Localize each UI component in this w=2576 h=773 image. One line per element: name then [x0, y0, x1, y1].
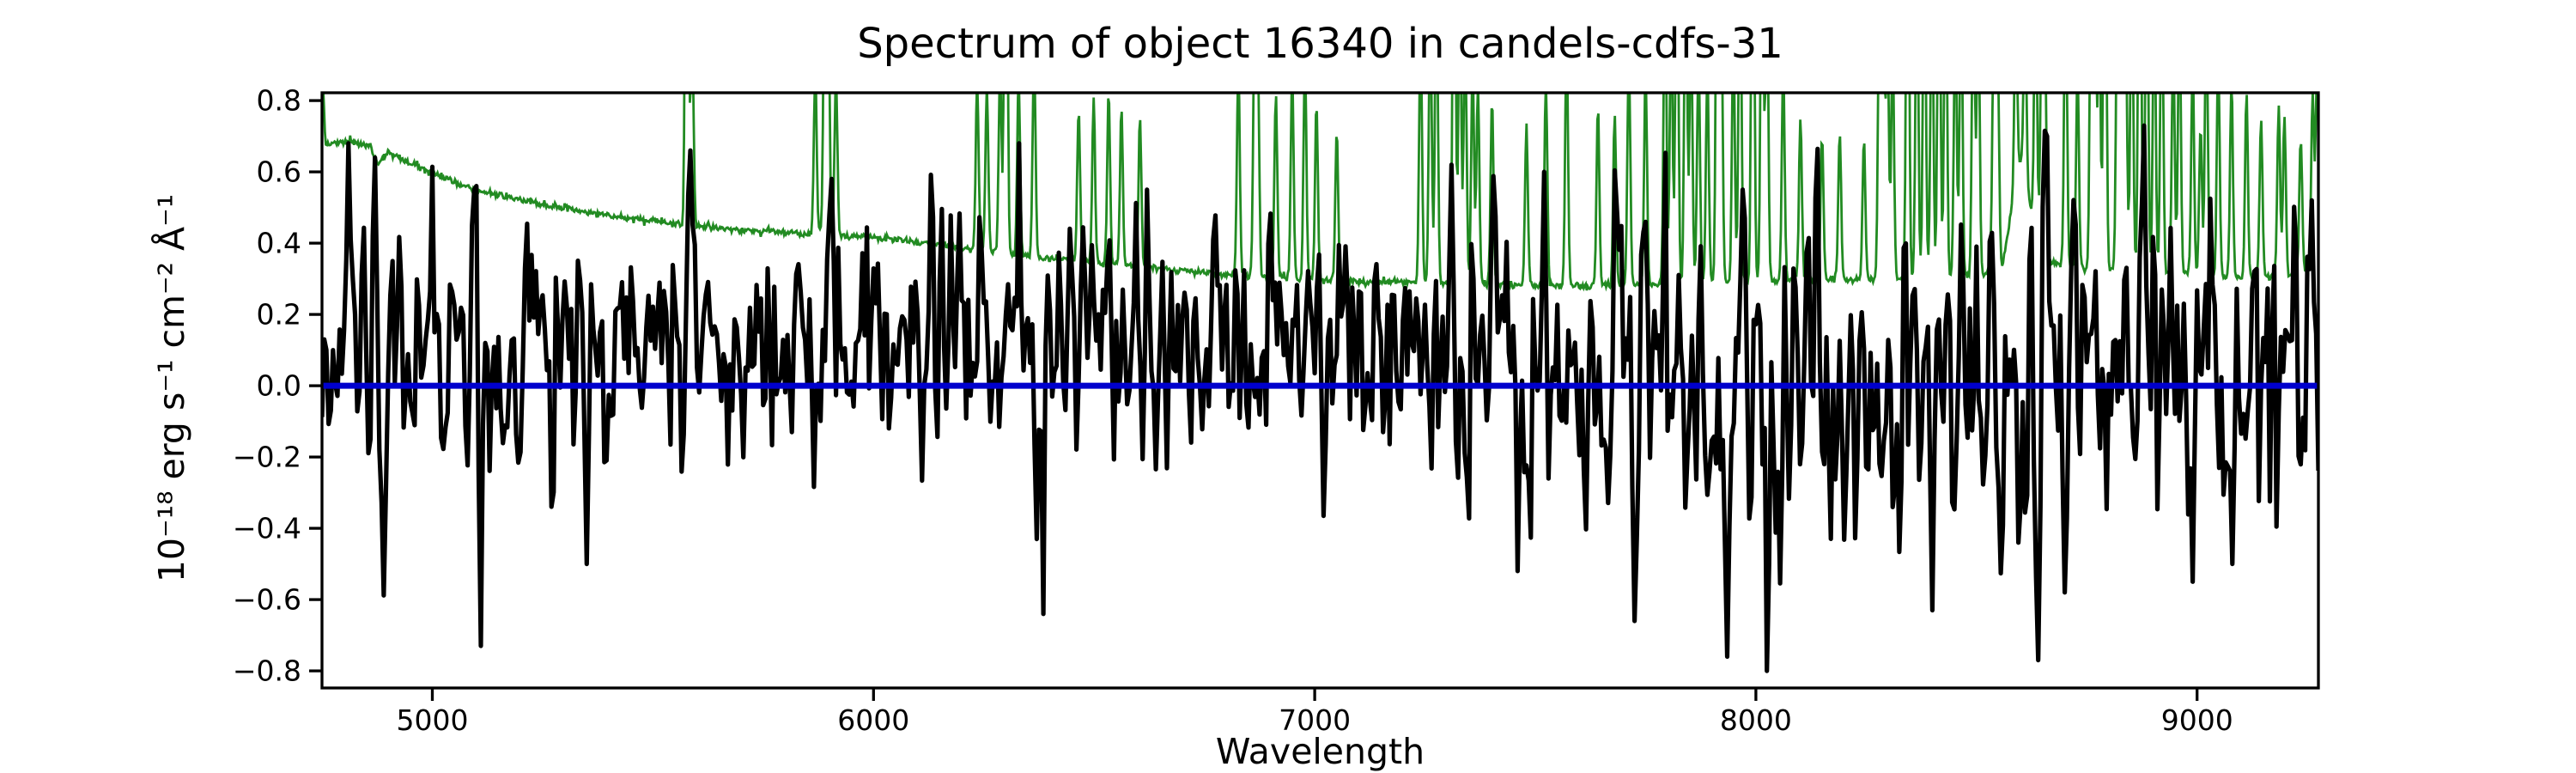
x-tick-label: 8000 [1720, 703, 1792, 737]
x-ticks: 5000 6000 7000 8000 9000 [397, 688, 2233, 737]
plot-data-layer [322, 93, 2318, 673]
y-ticks: −0.8 −0.6 −0.4 −0.2 0.0 0.2 0.4 0.6 0.8 [233, 84, 322, 688]
x-tick-label: 5000 [397, 703, 469, 737]
flux-spectrum-line [322, 123, 2318, 673]
y-tick-label: −0.8 [233, 654, 301, 688]
y-tick-label: 0.6 [257, 155, 301, 189]
x-tick-label: 9000 [2161, 703, 2233, 737]
y-tick-label: 0.4 [257, 227, 301, 260]
x-tick-label: 6000 [837, 703, 909, 737]
x-tick-label: 7000 [1279, 703, 1351, 737]
y-tick-label: −0.2 [233, 441, 301, 474]
y-tick-label: 0.0 [257, 369, 301, 403]
y-tick-label: 0.2 [257, 298, 301, 332]
y-tick-label: −0.6 [233, 583, 301, 617]
y-tick-label: −0.4 [233, 512, 301, 545]
plot-title: Spectrum of object 16340 in candels-cdfs… [857, 20, 1783, 68]
sky-spectrum-line [322, 93, 2318, 292]
y-tick-label: 0.8 [257, 84, 301, 118]
x-axis-label: Wavelength [1215, 731, 1425, 772]
axes-frame [320, 91, 2320, 690]
